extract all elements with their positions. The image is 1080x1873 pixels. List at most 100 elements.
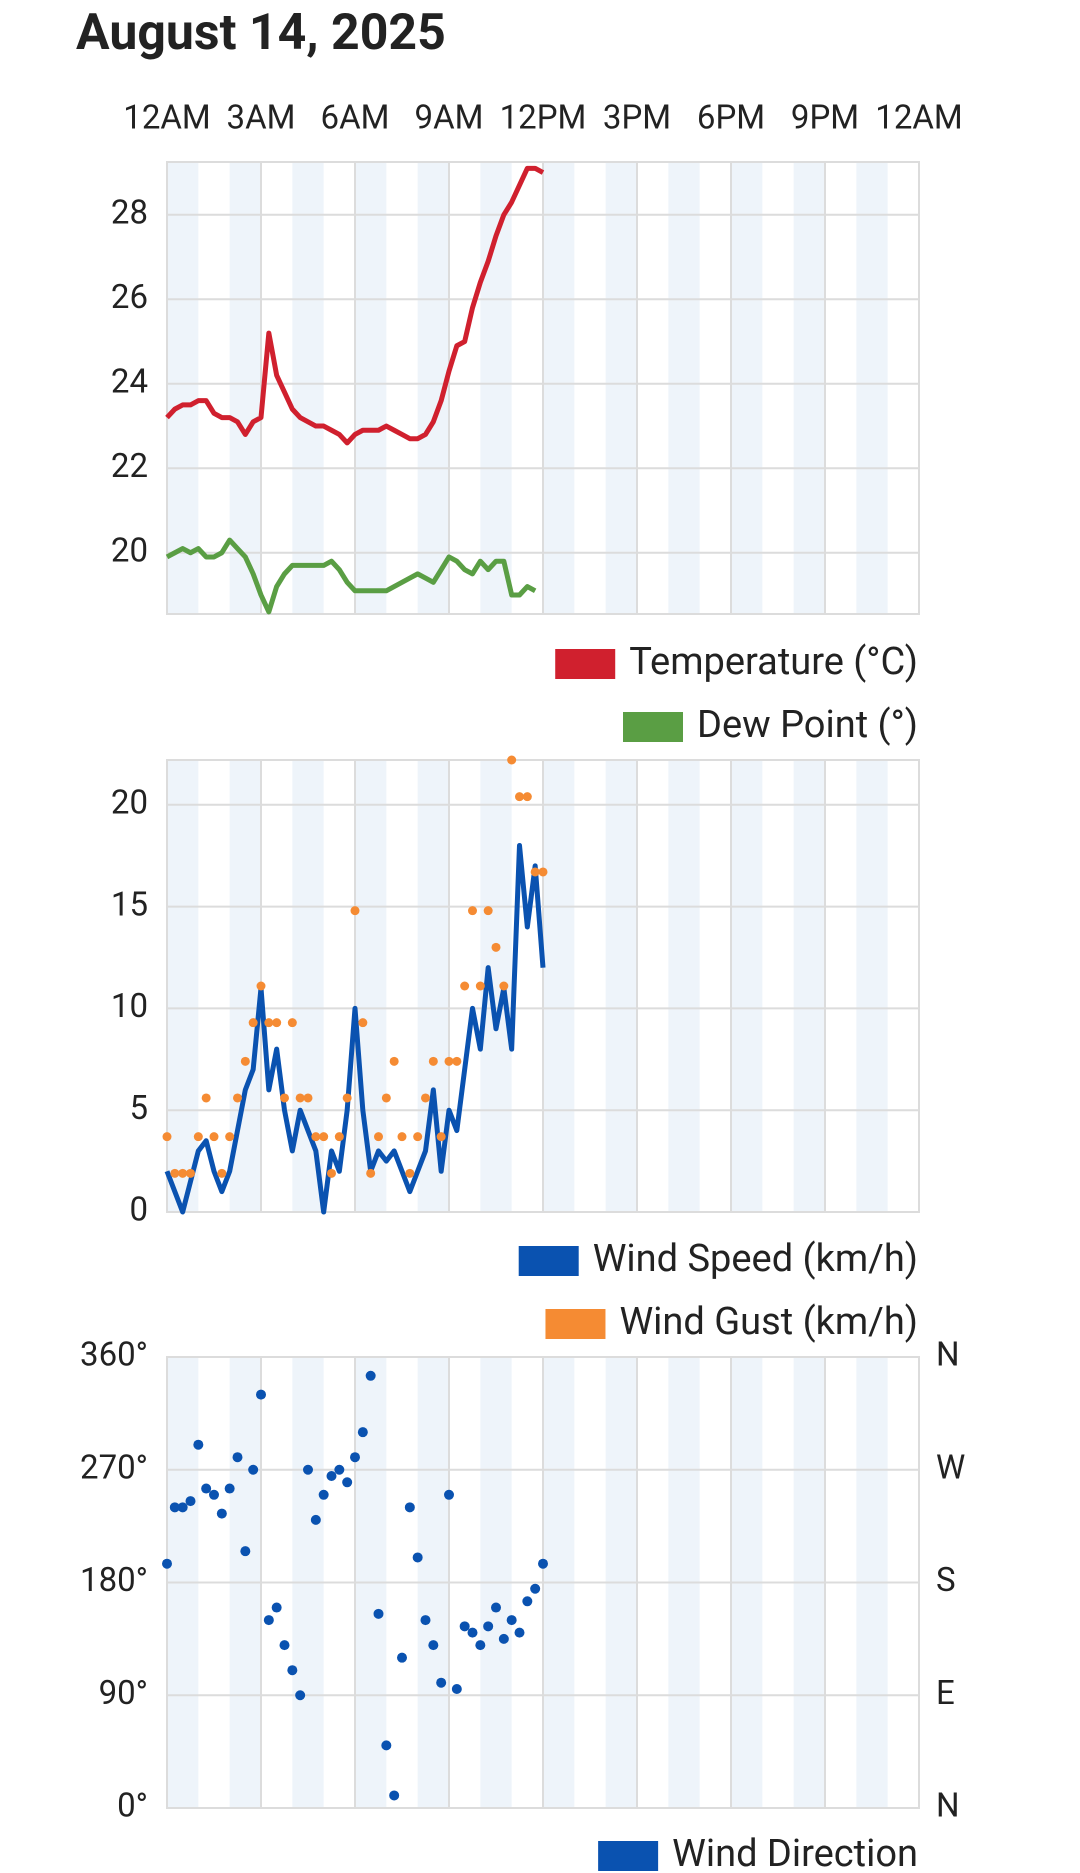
data-point: [451, 1683, 462, 1694]
data-point: [413, 1132, 423, 1142]
data-point: [373, 1608, 384, 1619]
data-point: [263, 1615, 274, 1626]
data-point: [467, 1627, 478, 1638]
data-point: [225, 1132, 235, 1142]
data-point: [468, 906, 477, 916]
data-point: [342, 1093, 352, 1103]
data-point: [452, 1056, 462, 1066]
data-point: [240, 1056, 250, 1066]
data-point: [374, 1132, 383, 1142]
y-tick-label: 15: [111, 885, 148, 924]
y2-tick-label: E: [936, 1674, 955, 1713]
plot-frame: [166, 161, 920, 615]
y-tick-label: 5: [129, 1089, 148, 1128]
y2-tick-label: S: [936, 1561, 956, 1600]
y2-tick-label: N: [936, 1336, 960, 1375]
data-point: [475, 1640, 486, 1651]
data-point: [311, 1132, 321, 1142]
y-tick-label: 90°: [99, 1674, 148, 1713]
y-tick-label: 20: [111, 784, 148, 823]
data-point: [491, 942, 501, 952]
data-point: [350, 1452, 360, 1463]
data-point: [428, 1056, 438, 1066]
x-tick-label: 9AM: [415, 99, 484, 138]
plot-frame: [166, 759, 920, 1213]
data-point: [404, 1502, 415, 1513]
page-title: August 14, 2025: [76, 4, 446, 62]
stripe: [167, 760, 199, 1212]
x-tick-label: 6PM: [697, 99, 765, 138]
y-tick-label: 26: [111, 278, 148, 317]
stripe: [543, 162, 575, 614]
data-point: [506, 1615, 517, 1626]
data-point: [538, 867, 548, 877]
data-point: [233, 1093, 242, 1103]
x-tick-label: 12AM: [123, 99, 210, 138]
legend-swatch: [623, 712, 683, 742]
data-point: [444, 1056, 454, 1066]
data-point: [459, 1621, 470, 1632]
data-point: [177, 1502, 188, 1513]
data-point: [201, 1093, 211, 1103]
data-point: [334, 1132, 344, 1142]
data-point: [530, 867, 540, 877]
data-point: [483, 906, 493, 916]
data-point: [436, 1132, 446, 1142]
data-point: [522, 792, 532, 802]
data-point: [357, 1427, 368, 1438]
data-point: [310, 1514, 321, 1525]
stripe: [292, 760, 324, 1212]
data-point: [421, 1093, 430, 1103]
data-point: [186, 1168, 195, 1178]
data-point: [232, 1452, 243, 1463]
stripe: [355, 760, 387, 1212]
plot-frame: [166, 1356, 920, 1809]
legend-swatch: [545, 1309, 606, 1339]
data-point: [217, 1168, 227, 1178]
x-tick-label: 9PM: [791, 99, 859, 138]
data-point: [389, 1056, 399, 1066]
data-point: [358, 1018, 368, 1028]
data-point: [303, 1093, 313, 1103]
stripe: [731, 162, 763, 614]
data-point: [318, 1489, 329, 1500]
data-line: [165, 537, 537, 615]
legend-label: Wind Direction: [672, 1832, 918, 1873]
stripe: [856, 760, 888, 1212]
y-tick-label: 0°: [117, 1787, 148, 1826]
x-tick-label: 3PM: [603, 99, 671, 138]
y-tick-label: 10: [111, 987, 148, 1026]
data-point: [397, 1652, 407, 1663]
data-point: [436, 1677, 447, 1688]
data-point: [295, 1093, 305, 1103]
data-point: [303, 1464, 313, 1475]
data-point: [530, 1583, 541, 1594]
y-tick-label: 22: [111, 447, 148, 486]
y-tick-label: 0: [129, 1191, 148, 1230]
data-point: [498, 1633, 509, 1644]
data-point: [522, 1596, 533, 1607]
stripe: [229, 162, 261, 614]
data-point: [350, 906, 360, 916]
data-point: [248, 1018, 258, 1028]
data-point: [216, 1508, 227, 1519]
x-tick-label: 3AM: [227, 99, 296, 138]
data-point: [271, 1602, 282, 1613]
data-point: [193, 1132, 203, 1142]
stripe: [668, 760, 700, 1212]
stripe: [292, 162, 324, 614]
stripe: [668, 162, 700, 614]
data-point: [327, 1168, 336, 1178]
data-point: [209, 1132, 219, 1142]
data-point: [295, 1690, 306, 1701]
stripe: [856, 162, 888, 614]
data-point: [460, 981, 470, 991]
data-point: [342, 1477, 353, 1488]
legend-swatch: [518, 1246, 579, 1276]
data-point: [381, 1740, 392, 1751]
data-point: [326, 1471, 337, 1482]
data-point: [193, 1439, 204, 1450]
data-point: [475, 981, 485, 991]
legend-swatch: [555, 649, 616, 679]
